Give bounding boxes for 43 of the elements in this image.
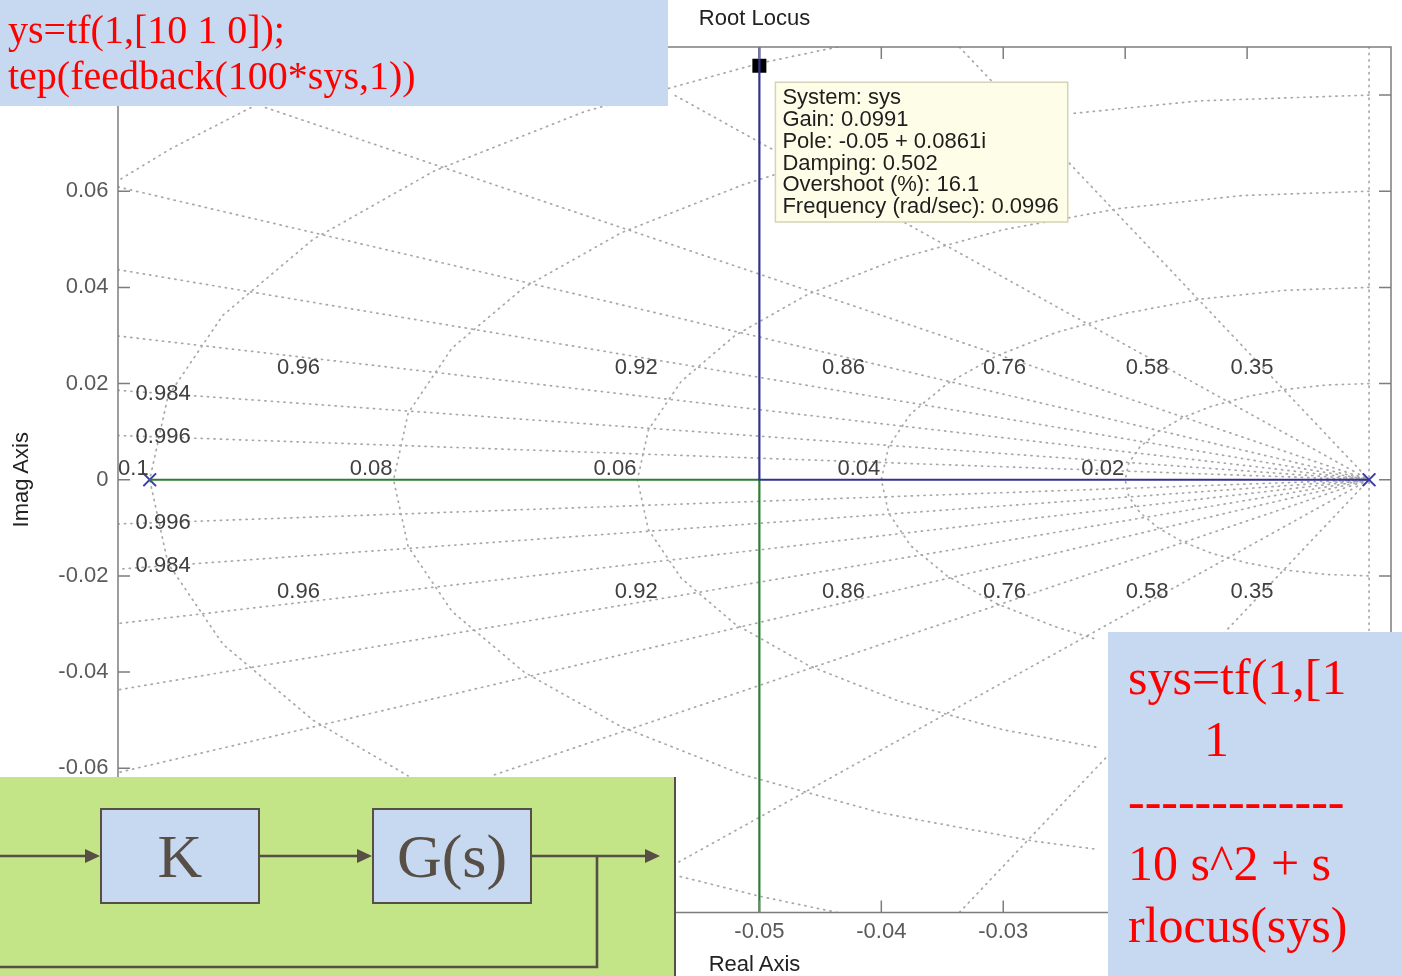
annotation: 0.1 — [118, 454, 149, 480]
note-box: sys=tf(1,[1 1 ------------- 10 s^2 + s rlocus(sys) — [1108, 632, 1402, 976]
y-tick-label: 0.04 — [65, 273, 109, 299]
annotation: System: sys Gain: 0.0991 Pole: -0.05 + 0.0861i Damping: 0.502 Overshoot (%): 16.1 Frequency (rad/sec): 0.0996 — [782, 84, 1059, 219]
annotation: 0.984 — [135, 551, 191, 577]
note-box: ys=tf(1,[10 1 0]); tep(feedback(100*sys,1)) — [0, 0, 668, 106]
y-tick-label: 0.06 — [65, 177, 109, 203]
annotation: 0.996 — [135, 508, 191, 534]
y-tick-label: -0.02 — [58, 561, 109, 587]
x-tick-label: -0.03 — [978, 917, 1029, 943]
annotation: 0.86 — [822, 577, 865, 603]
annotation: sys=tf(1,[1 1 ------------- 10 s^2 + s rlocus(sys) — [1128, 649, 1348, 953]
annotation: 0.04 — [837, 454, 881, 480]
annotation: 0.02 — [1081, 454, 1125, 480]
y-axis-title: Imag Axis — [8, 432, 34, 528]
block: K — [100, 808, 260, 904]
annotation: 0.35 — [1230, 353, 1274, 379]
annotation: 0.76 — [983, 353, 1026, 379]
annotation: 0.92 — [614, 353, 658, 379]
annotation: 0.08 — [349, 454, 393, 480]
x-tick-label: -0.05 — [734, 917, 785, 943]
y-tick-label: -0.04 — [58, 658, 109, 684]
block: G(s) — [372, 808, 532, 904]
annotation: 0.996 — [135, 423, 191, 449]
annotation: 0.76 — [983, 577, 1026, 603]
annotation: 0.92 — [614, 577, 658, 603]
y-tick-label: -0.06 — [58, 754, 109, 780]
y-tick-label: 0.02 — [65, 369, 109, 395]
annotation: 0.96 — [277, 353, 320, 379]
annotation: K — [157, 821, 203, 891]
annotation: 0.06 — [593, 454, 637, 480]
x-axis-title: Real Axis — [708, 951, 801, 976]
annotation: 0.58 — [1125, 577, 1169, 603]
annotation: 0.984 — [135, 379, 191, 405]
annotation: ys=tf(1,[10 1 0]); tep(feedback(100*sys,1)) — [8, 7, 416, 98]
annotation: 0.35 — [1230, 577, 1274, 603]
x-tick-label: -0.04 — [856, 917, 907, 943]
annotation: 0.58 — [1125, 353, 1169, 379]
chart-title: Root Locus — [698, 5, 811, 31]
y-tick-label: 0 — [96, 465, 109, 491]
annotation: 0.86 — [822, 353, 865, 379]
annotation: G(s) — [396, 821, 508, 891]
annotation: 0.96 — [277, 577, 320, 603]
